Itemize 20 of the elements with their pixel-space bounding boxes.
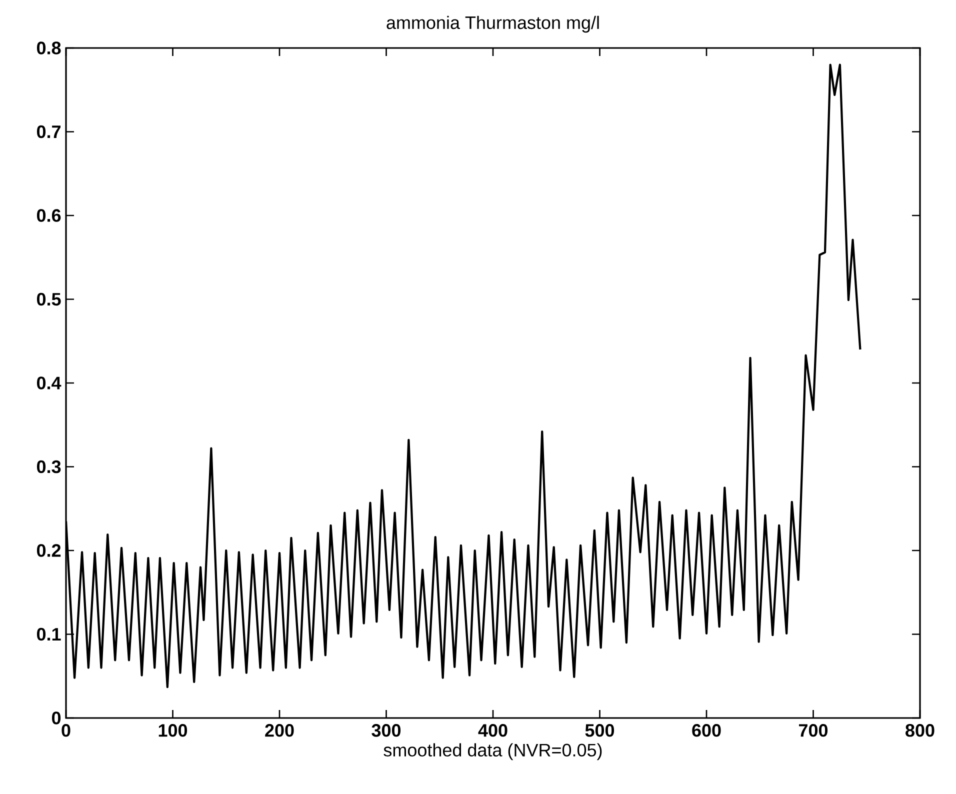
x-tick-label: 100 <box>158 724 188 737</box>
y-tick-label: 0.4 <box>36 376 62 390</box>
y-tick-label: 0.7 <box>36 125 61 138</box>
y-tick-label: 0.6 <box>36 209 61 222</box>
x-tick-label: 300 <box>372 724 401 737</box>
y-tick-label: 0.2 <box>36 544 61 557</box>
y-tick-label: 0.3 <box>36 460 61 474</box>
x-tick-label: 400 <box>478 724 508 737</box>
x-tick-label: 700 <box>799 724 828 737</box>
x-tick-label: 200 <box>265 724 294 737</box>
chart-title: ammonia Thurmaston mg/l <box>386 16 599 33</box>
x-axis-title: smoothed data (NVR=0.05) <box>384 743 602 760</box>
x-tick-label: 0 <box>62 724 70 737</box>
y-tick-label: 0 <box>52 712 61 724</box>
x-tick-label: 600 <box>692 724 721 737</box>
y-tick-label: 0.1 <box>36 628 61 641</box>
y-tick-label: 0.5 <box>36 292 61 306</box>
x-tick-label: 800 <box>906 724 934 737</box>
x-tick-label: 500 <box>585 724 614 737</box>
y-tick-label: 0.8 <box>36 42 61 54</box>
